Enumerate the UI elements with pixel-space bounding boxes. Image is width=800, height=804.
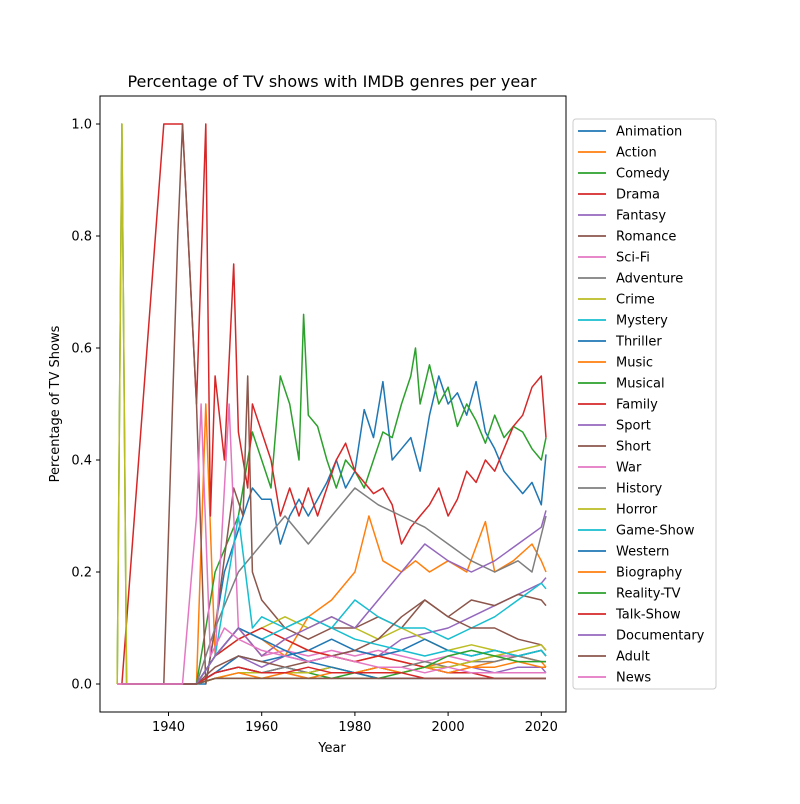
y-tick-label: 0.6 [71,342,92,357]
legend-item: Musical [578,377,665,392]
legend-item: War [578,461,642,476]
legend-label: Animation [616,125,682,140]
legend-item: Comedy [578,167,670,182]
legend-label: History [616,482,663,497]
legend-item: News [578,671,651,686]
legend-label: Fantasy [616,209,666,224]
x-axis: 1940 1960 1980 2000 2020 [152,712,558,735]
legend-item: Music [578,356,653,371]
series-line-adult [121,677,546,685]
legend-label: Crime [616,293,655,308]
series-line-romance [121,123,547,685]
y-tick-label: 1.0 [71,118,92,133]
y-tick-label: 0.0 [71,678,92,693]
legend-label: Sci-Fi [616,251,650,266]
legend-item: Documentary [578,629,705,644]
legend-item: Adult [578,650,650,665]
series-line-mystery [121,515,547,685]
legend-item: Short [578,440,651,455]
x-tick-label: 1940 [152,720,185,735]
series-line-documentary [121,510,547,685]
legend-label: News [616,671,651,686]
legend-item: Sport [578,419,651,434]
legend-label: Music [616,356,653,371]
legend-label: Romance [616,230,676,245]
y-axis: 0.0 0.2 0.4 0.6 0.8 1.0 [71,118,100,693]
legend-item: Romance [578,230,676,245]
legend-item: History [578,482,663,497]
legend-label: Family [616,398,658,413]
legend-item: Crime [578,293,655,308]
legend-label: Adventure [616,272,683,287]
legend: Animation Action Comedy Drama Fantasy Romance… [572,118,717,690]
y-tick-label: 0.4 [71,454,92,469]
plot-frame [99,95,567,713]
legend-label: Drama [616,188,660,203]
legend-label: Adult [616,650,650,665]
series-line-biography [121,660,546,685]
legend-item: Animation [578,125,682,140]
legend-label: Biography [616,566,683,581]
legend-label: Thriller [615,335,662,350]
legend-item: Western [578,545,669,560]
legend-item: Horror [578,503,658,518]
plot-area [116,123,547,685]
legend-item: Mystery [578,314,668,329]
legend-item: Drama [578,188,660,203]
legend-item: Biography [578,566,683,581]
legend-item: Talk-Show [578,608,681,623]
legend-label: Reality-TV [616,587,681,602]
legend-item: Family [578,398,658,413]
series-line-drama [117,123,547,685]
legend-label: Horror [616,503,658,518]
legend-item: Reality-TV [578,587,681,602]
legend-label: Documentary [616,629,705,644]
legend-label: War [616,461,642,476]
legend-item: Thriller [578,335,662,350]
legend-item: Adventure [578,272,683,287]
legend-label: Western [616,545,669,560]
legend-item: Action [578,146,657,161]
legend-item: Game-Show [578,524,695,539]
legend-label: Short [616,440,651,455]
y-tick-label: 0.2 [71,566,92,581]
series-line-news [117,403,546,685]
legend-label: Talk-Show [615,608,681,623]
y-tick-label: 0.8 [71,230,92,245]
legend-item: Fantasy [578,209,666,224]
legend-frame [572,118,717,690]
legend-label: Mystery [616,314,668,329]
x-tick-label: 2020 [525,720,558,735]
x-tick-label: 1960 [245,720,278,735]
series-line-adventure [121,487,547,685]
legend-label: Sport [616,419,651,434]
x-tick-label: 2000 [432,720,465,735]
y-axis-label: Percentage of TV Shows [48,325,63,482]
chart-title: Percentage of TV shows with IMDB genres … [127,72,537,91]
series-line-short [121,599,547,685]
legend-label: Comedy [616,167,670,182]
legend-label: Action [616,146,657,161]
x-tick-label: 1980 [338,720,371,735]
x-axis-label: Year [317,741,346,756]
legend-label: Game-Show [616,524,695,539]
legend-item: Sci-Fi [578,251,650,266]
legend-label: Musical [616,377,665,392]
